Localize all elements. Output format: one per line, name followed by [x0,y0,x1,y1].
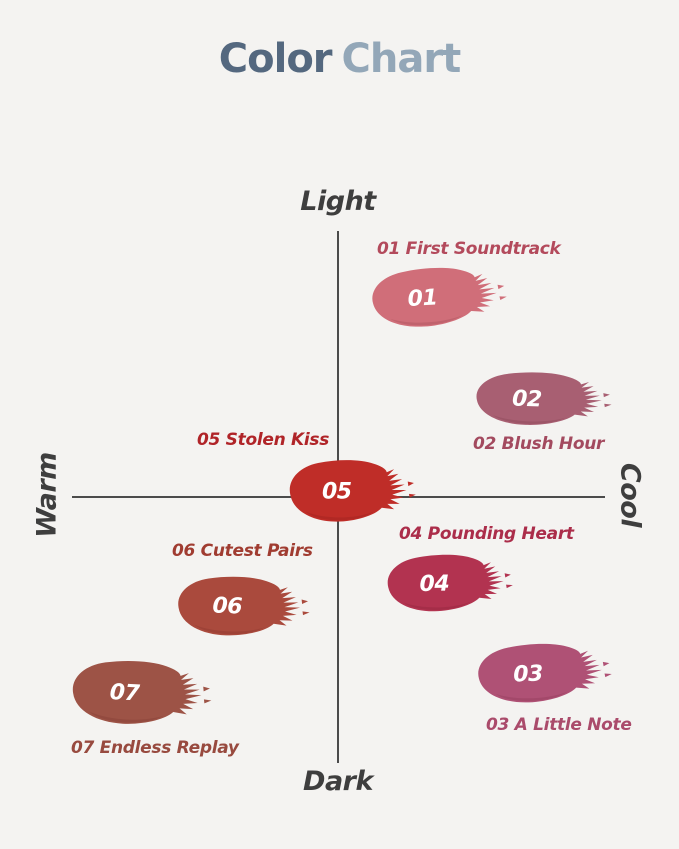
swatch-01: 01 [361,260,509,334]
swatch-number: 02 [511,386,543,413]
swatch-label-02: 02 Blush Hour [473,434,605,454]
swatch-02: 02 [466,366,614,432]
swatch-number: 04 [419,570,450,597]
swatch-label-03: 03 A Little Note [486,715,632,735]
swatch-label-06: 06 Cutest Pairs [172,541,313,561]
axis-label-warm: Warm [31,452,63,538]
swatch-label-07: 07 Endless Replay [71,738,239,758]
axis-label-light: Light [300,186,376,217]
swatch-06: 06 [168,571,312,644]
page-title: Color Chart [0,36,679,82]
swatch-label-05: 05 Stolen Kiss [197,430,330,450]
swatch-number: 05 [321,479,352,504]
title-word-color: Color [218,36,333,82]
swatch-number: 01 [407,284,438,312]
swatch-04: 04 [378,550,514,617]
swatch-number: 07 [109,679,140,707]
swatch-03: 03 [468,638,614,710]
title-word-chart: Chart [341,36,462,82]
swatch-number: 03 [512,660,544,687]
swatch-label-01: 01 First Soundtrack [377,239,561,259]
swatch-label-04: 04 Pounding Heart [399,524,574,544]
swatch-05: 05 [281,456,417,527]
axis-label-dark: Dark [303,766,373,797]
axis-label-cool: Cool [614,462,646,528]
swatch-07: 07 [61,653,215,734]
swatch-number: 06 [211,593,243,620]
